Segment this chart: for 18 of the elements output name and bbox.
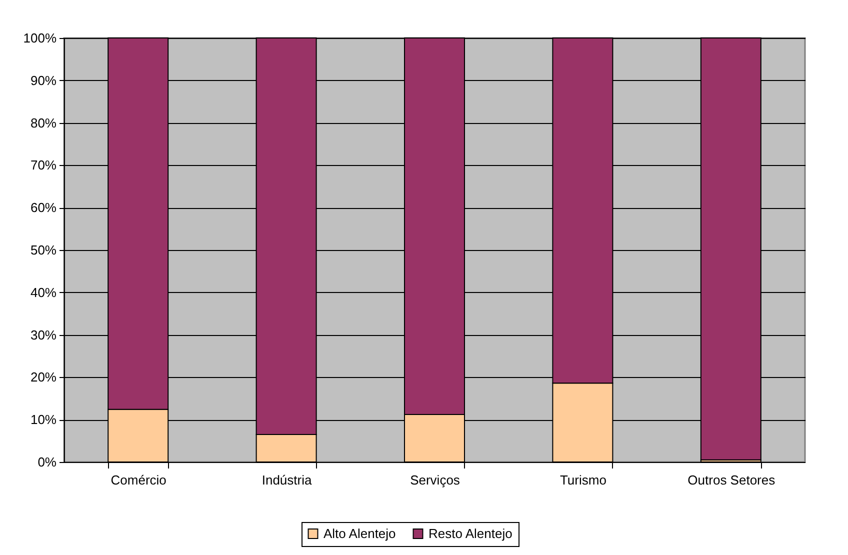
y-tick-label: 0%: [38, 454, 57, 470]
y-tick-label: 30%: [30, 327, 57, 342]
x-tick-label: Indústria: [262, 472, 312, 488]
legend-label: Resto Alentejo: [428, 526, 512, 541]
x-tick-label: Serviços: [410, 472, 460, 488]
y-tick-label: 10%: [30, 412, 57, 428]
y-tick-label: 40%: [30, 284, 57, 300]
y-tick-label: 60%: [30, 200, 57, 216]
y-tick-label: 70%: [30, 158, 57, 173]
x-tick-label: Turismo: [560, 472, 606, 488]
legend-label: Alto Alentejo: [324, 526, 396, 541]
x-tick-label: Outros Setores: [688, 472, 776, 488]
y-tick-label: 80%: [30, 115, 57, 130]
y-tick-label: 20%: [30, 370, 57, 385]
y-tick-label: 90%: [30, 72, 57, 88]
x-tick-label: Comércio: [110, 472, 166, 488]
y-tick-label: 100%: [23, 30, 57, 46]
y-tick-label: 50%: [30, 242, 57, 258]
